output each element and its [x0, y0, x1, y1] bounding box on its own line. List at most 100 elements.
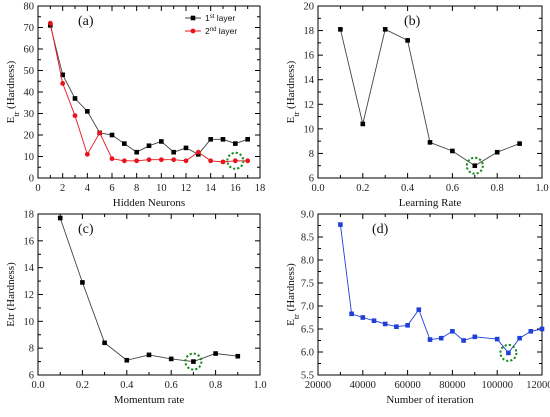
data-point — [220, 137, 226, 142]
legend-entry-main: 1 — [205, 13, 210, 23]
optimum-highlight-circle — [465, 156, 484, 175]
y-tick-label: 20 — [304, 2, 315, 13]
data-point — [494, 336, 500, 342]
data-point — [382, 27, 388, 32]
data-point — [472, 163, 478, 169]
series-1 — [338, 27, 522, 169]
x-tick-label: 6 — [109, 183, 114, 194]
data-point — [47, 20, 53, 26]
x-axis-label: Learning Rate — [399, 197, 462, 209]
y-tick-label: 7.0 — [301, 302, 314, 313]
data-point — [109, 156, 115, 162]
x-tick-label: 14 — [205, 183, 216, 194]
y-tick-label: 8.0 — [301, 256, 314, 267]
data-point — [450, 329, 455, 334]
data-point — [97, 130, 103, 136]
chart-panel-4: 20000 40000 60000 80000 100000 120000 5.5 6.0 6.… — [285, 210, 550, 407]
x-tick-label: 0.6 — [165, 380, 178, 391]
data-point — [158, 157, 164, 163]
plot-frame — [37, 213, 261, 376]
x-tick-label: 120000 — [526, 380, 550, 391]
data-point — [472, 334, 478, 340]
y-axis-label: Etr (Hardness) — [285, 60, 301, 123]
y-tick-label: 9.0 — [301, 210, 314, 221]
series-line — [49, 25, 248, 155]
x-tick-label: 18 — [255, 183, 266, 194]
y-tick-label: 8 — [29, 344, 34, 355]
y-tick-label: 8 — [309, 149, 314, 160]
data-point — [438, 335, 444, 341]
data-point — [183, 158, 189, 164]
data-point — [57, 215, 63, 221]
data-point — [134, 149, 139, 155]
data-point — [506, 350, 511, 356]
data-point — [146, 157, 152, 163]
legend-entry: 2nd layer — [205, 26, 237, 36]
data-point — [461, 338, 466, 343]
y-tick-label: 30 — [24, 109, 35, 120]
legend-entry-rest: layer — [216, 26, 237, 36]
y-tick-label: 60 — [24, 45, 35, 56]
x-tick-label: 20000 — [305, 380, 331, 391]
series-line — [339, 224, 543, 354]
data-point — [394, 324, 399, 329]
optimum-highlight-circle — [184, 352, 203, 371]
data-point — [416, 307, 422, 312]
data-point — [450, 148, 455, 154]
y-tick-label: 18 — [24, 210, 35, 221]
data-point — [80, 280, 85, 285]
y-tick-label: 0 — [29, 174, 34, 185]
y-axis-label: Etr (Hardness) — [5, 262, 17, 327]
x-tick-label: 0.2 — [76, 380, 89, 391]
x-tick-label: 0 — [35, 183, 40, 194]
series-line — [59, 217, 238, 363]
y-axis-label-main: E — [285, 319, 297, 326]
data-point — [60, 72, 65, 78]
y-axis-label-rest: (Hardness) — [285, 263, 297, 314]
x-tick-label: 10 — [156, 183, 167, 194]
series-1 — [338, 222, 545, 356]
data-point — [85, 109, 90, 114]
y-tick-label: 16 — [24, 236, 35, 247]
data-point — [109, 132, 115, 138]
data-point — [220, 159, 226, 165]
y-axis-label: Etr (Hardness) — [5, 60, 21, 123]
data-point — [146, 352, 152, 358]
legend-entry-superscript: nd — [210, 27, 217, 33]
y-axis-label-subscript: tr — [292, 314, 301, 319]
data-point — [235, 353, 241, 359]
y-tick-label: 10 — [304, 124, 315, 135]
y-tick-label: 20 — [24, 131, 35, 142]
data-point — [245, 137, 250, 142]
plot-frame — [317, 5, 543, 179]
x-tick-label: 0.4 — [401, 183, 415, 194]
x-tick-label: 60000 — [394, 380, 420, 391]
y-tick-label: 14 — [304, 75, 315, 86]
legend-entry: 1st layer — [205, 13, 235, 23]
y-tick-label: 40 — [24, 88, 35, 99]
y-tick-label: 6.0 — [301, 348, 314, 359]
x-tick-label: 80000 — [439, 380, 465, 391]
x-tick-label: 0.0 — [311, 183, 324, 194]
x-tick-label: 12 — [181, 183, 192, 194]
legend-entry-main: 2 — [205, 26, 210, 36]
y-tick-label: 50 — [24, 66, 35, 77]
series-line — [49, 23, 248, 163]
y-tick-label: 6 — [29, 371, 34, 382]
legend-entry-rest: layer — [214, 13, 235, 23]
panel-label: (c) — [78, 222, 94, 237]
data-point — [134, 158, 140, 164]
data-point — [517, 141, 522, 146]
data-point — [360, 121, 366, 127]
data-point — [371, 318, 377, 324]
x-axis-label: Number of iteration — [386, 394, 474, 406]
data-point — [171, 157, 177, 163]
x-tick-label: 1.0 — [535, 183, 548, 194]
optimum-highlight-circle — [226, 151, 245, 170]
x-tick-label: 40000 — [350, 380, 376, 391]
data-point — [102, 340, 107, 346]
y-axis-label-main: E — [5, 116, 17, 123]
y-axis-label-main: E — [285, 116, 297, 123]
